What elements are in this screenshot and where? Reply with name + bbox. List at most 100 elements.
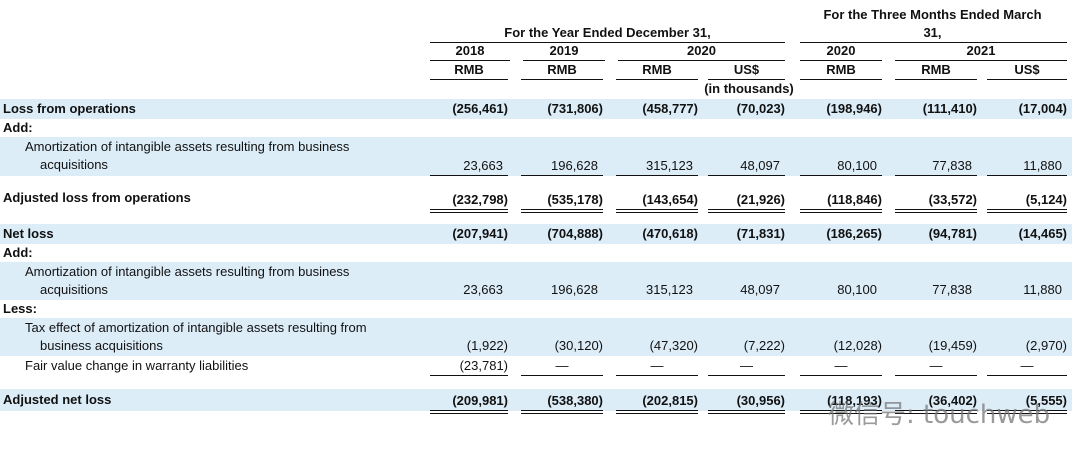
cell-value: (1,922) [466, 338, 508, 353]
cell-value: 11,880 [1023, 158, 1062, 173]
cell-value: 80,100 [837, 158, 877, 173]
cell-value: 48,097 [740, 158, 780, 173]
header-rule [895, 79, 977, 80]
cell-value: (202,815) [642, 393, 698, 408]
cell-value: 196,628 [551, 158, 598, 173]
cell-value: (2,970) [1025, 338, 1067, 353]
header-rule [430, 60, 510, 61]
cell-value: (232,798) [452, 192, 508, 207]
row-label: Less: [3, 301, 37, 316]
cell-underline [987, 375, 1067, 376]
row-band [0, 99, 1072, 119]
currency-label: US$ [1014, 62, 1040, 77]
unit-label: (in thousands) [704, 81, 794, 96]
cell-value: (47,320) [649, 338, 698, 353]
row-band [0, 389, 1072, 411]
header-rule [895, 60, 1067, 61]
cell-value: — [650, 358, 664, 373]
row-label: Add: [3, 120, 33, 135]
header-rule [800, 79, 882, 80]
cell-underline [521, 410, 603, 414]
header-rule [521, 79, 603, 80]
year-label: 2018 [455, 43, 485, 58]
year-label: 2020 [826, 43, 856, 58]
header-rule [618, 60, 785, 61]
cell-value: (118,193) [827, 393, 882, 408]
cell-underline [521, 175, 603, 176]
cell-value: (118,846) [827, 192, 882, 207]
cell-underline [521, 375, 603, 376]
row-label: Adjusted net loss [3, 392, 112, 407]
cell-value: (7,222) [743, 338, 785, 353]
row-label: Loss from operations [3, 101, 136, 116]
cell-value: (71,831) [736, 226, 785, 241]
cell-underline [430, 175, 508, 176]
cell-underline [800, 175, 882, 176]
header-rule [800, 42, 1067, 43]
cell-value: 315,123 [646, 158, 693, 173]
currency-label: RMB [642, 62, 672, 77]
cell-underline [616, 375, 698, 376]
currency-label: RMB [921, 62, 951, 77]
cell-value: (143,654) [642, 192, 698, 207]
cell-value: (30,956) [736, 393, 785, 408]
cell-underline [616, 209, 698, 213]
header-rule [800, 60, 882, 61]
cell-value: (5,555) [1025, 393, 1067, 408]
cell-value: — [555, 358, 569, 373]
row-label: Amortization of intangible assets result… [25, 264, 350, 297]
cell-underline [800, 375, 882, 376]
row-label: Net loss [3, 226, 54, 241]
cell-underline [430, 375, 508, 376]
cell-value: 48,097 [740, 282, 780, 297]
cell-value: (256,461) [452, 101, 508, 116]
year-label: 2020 [687, 43, 716, 58]
currency-label: RMB [826, 62, 856, 77]
currency-label: US$ [733, 62, 760, 77]
row-band [0, 262, 1072, 300]
currency-label: RMB [454, 62, 484, 77]
cell-value: 23,663 [463, 282, 503, 297]
cell-value: 11,880 [1023, 282, 1062, 297]
cell-value: 315,123 [646, 282, 693, 297]
cell-value: 196,628 [551, 282, 598, 297]
row-band [0, 137, 1072, 176]
header-rule [430, 79, 508, 80]
cell-value: (209,981) [452, 393, 508, 408]
cell-value: 77,838 [932, 158, 972, 173]
header-rule [987, 79, 1067, 80]
cell-value: (17,004) [1018, 101, 1067, 116]
cell-value: (36,402) [928, 393, 977, 408]
cell-value: 80,100 [837, 282, 877, 297]
cell-underline [987, 175, 1067, 176]
cell-underline [708, 410, 785, 414]
cell-value: (21,926) [736, 192, 785, 207]
cell-value: (538,380) [547, 393, 603, 408]
cell-underline [616, 175, 698, 176]
header-rule [430, 42, 785, 43]
cell-value: (23,781) [459, 358, 508, 373]
cell-value: — [929, 358, 943, 373]
cell-underline [895, 375, 977, 376]
cell-value: (458,777) [642, 101, 698, 116]
cell-value: — [834, 358, 848, 373]
cell-value: (704,888) [547, 226, 603, 241]
year-label: 2021 [966, 43, 996, 58]
row-band [0, 318, 1072, 356]
cell-value: (111,410) [922, 101, 977, 116]
header-rule [708, 79, 785, 80]
cell-underline [895, 209, 977, 213]
row-label: Tax effect of amortization of intangible… [25, 320, 367, 353]
row-label: Add: [3, 245, 33, 260]
cell-underline [987, 410, 1067, 414]
cell-underline [800, 209, 882, 213]
row-label: Fair value change in warranty liabilitie… [25, 358, 249, 373]
cell-underline [430, 209, 508, 213]
cell-value: — [740, 358, 753, 373]
cell-underline [708, 209, 785, 213]
cell-underline [430, 410, 508, 414]
cell-value: (33,572) [928, 192, 977, 207]
cell-value: (470,618) [642, 226, 698, 241]
cell-underline [616, 410, 698, 414]
